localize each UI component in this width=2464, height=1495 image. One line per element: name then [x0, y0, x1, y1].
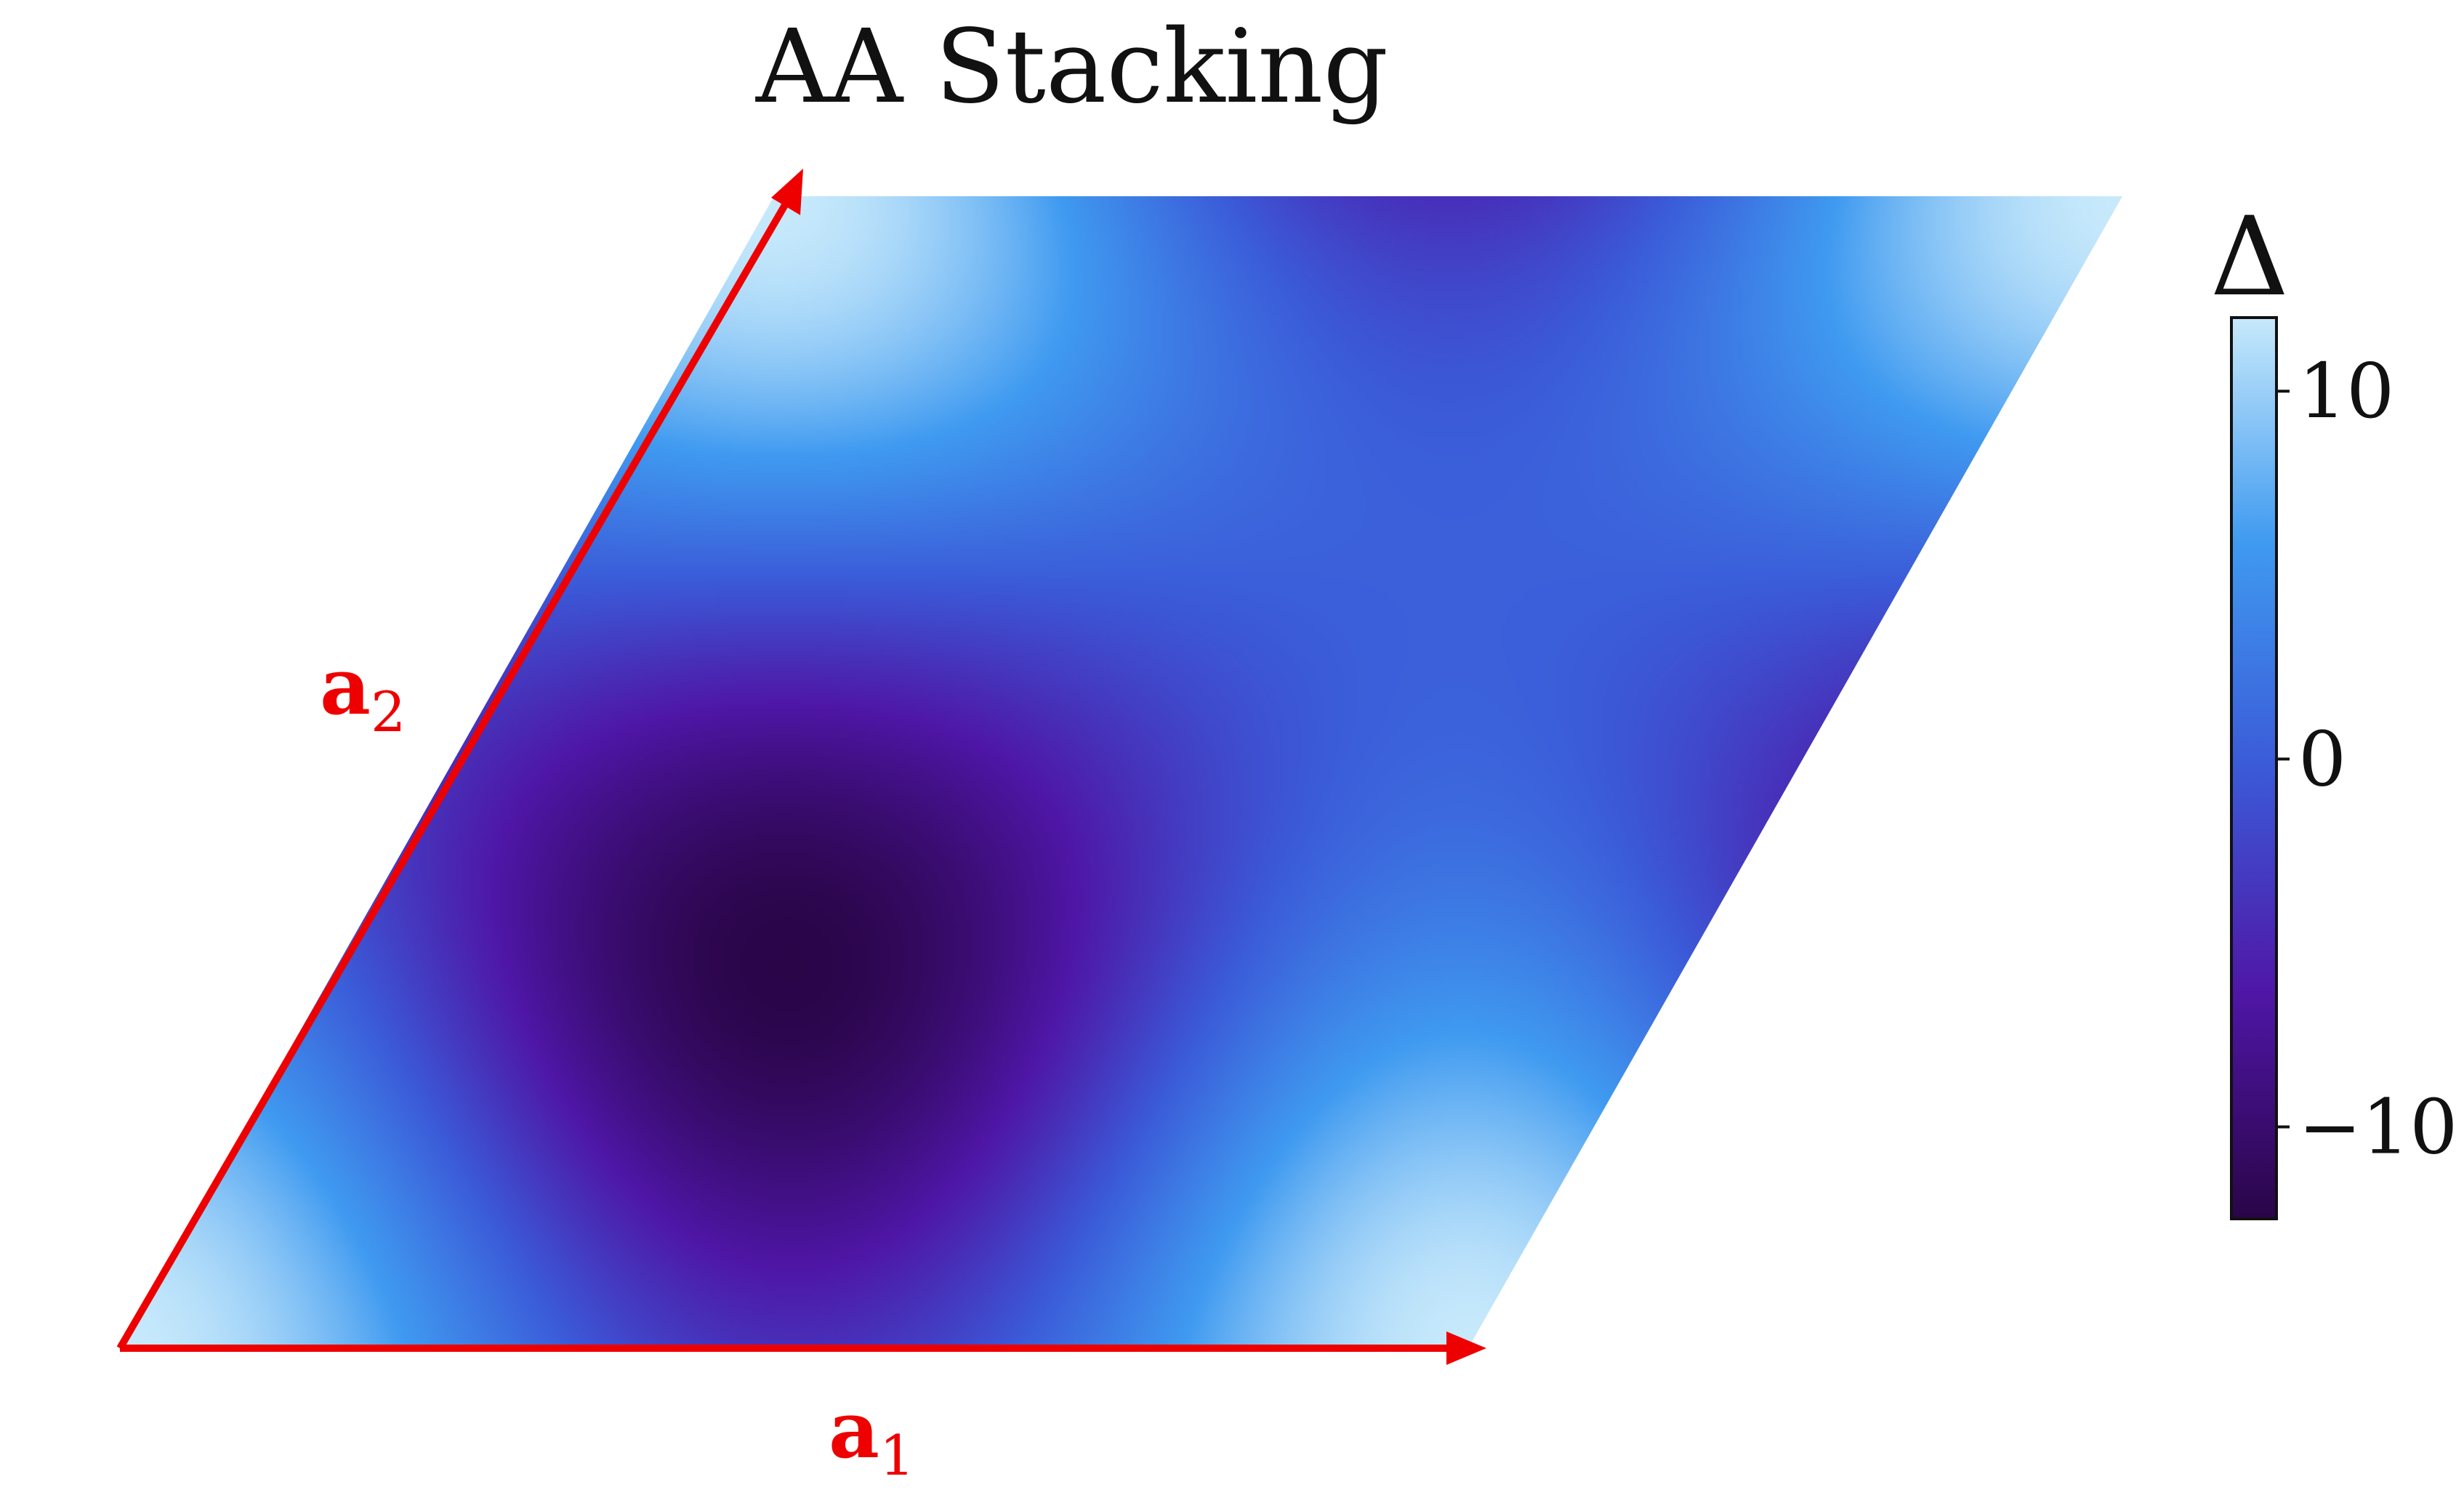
vector-a2-line: [116, 203, 789, 1350]
colorbar-tick-label: 0: [2298, 714, 2346, 803]
vector-a1-arrowhead: [1446, 1331, 1486, 1365]
colorbar-gradient: [2230, 316, 2278, 1220]
colorbar: Δ 10 0 −10: [2210, 194, 2457, 1220]
vector-a2-letter: a: [320, 641, 371, 733]
colorbar-ticks: 10 0 −10: [2276, 347, 2457, 1171]
heatmap-field: [120, 196, 2122, 1348]
colorbar-tick-label: −10: [2298, 1082, 2457, 1171]
vector-a2-arrowhead: [771, 169, 803, 215]
lattice-vectors: [116, 169, 1486, 1365]
heatmap-image: [120, 196, 2122, 1348]
colorbar-label: Δ: [2210, 194, 2289, 321]
vector-a1-label: a1: [829, 1385, 914, 1488]
colorbar-tick-label: 10: [2298, 347, 2394, 435]
vector-a2-label: a2: [320, 641, 406, 744]
vector-a1-subscript: 1: [879, 1423, 914, 1488]
vector-a1-letter: a: [829, 1385, 879, 1476]
vector-a2-subscript: 2: [371, 680, 406, 744]
chart-title: AA Stacking: [755, 8, 1388, 126]
